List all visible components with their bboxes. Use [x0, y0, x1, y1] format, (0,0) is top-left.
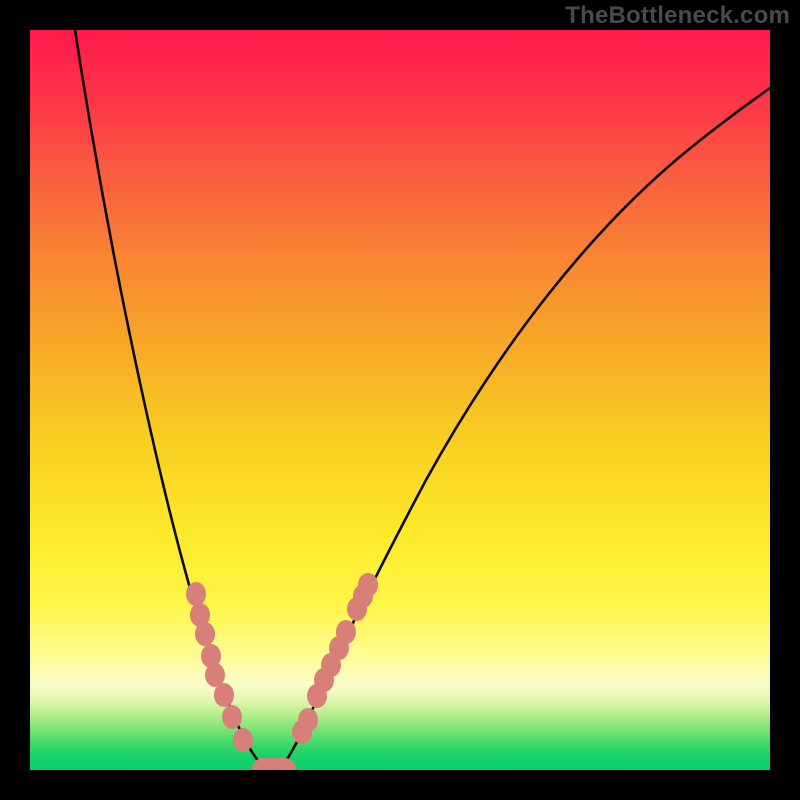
chart-root: TheBottleneck.com	[0, 0, 800, 800]
data-marker	[186, 582, 206, 606]
frame-right	[770, 0, 800, 800]
data-marker-pill	[252, 758, 296, 770]
frame-left	[0, 0, 30, 800]
data-marker	[222, 705, 242, 729]
data-marker	[336, 620, 356, 644]
frame-bottom	[0, 770, 800, 800]
bottleneck-curve-svg	[30, 30, 770, 770]
data-marker	[358, 573, 378, 597]
plot-area	[30, 30, 770, 770]
bottleneck-curve	[75, 30, 264, 767]
data-marker	[214, 683, 234, 707]
bottleneck-curve	[282, 88, 770, 766]
data-marker	[195, 622, 215, 646]
data-marker	[298, 708, 318, 732]
data-marker	[233, 728, 253, 752]
watermark-text: TheBottleneck.com	[565, 2, 790, 30]
